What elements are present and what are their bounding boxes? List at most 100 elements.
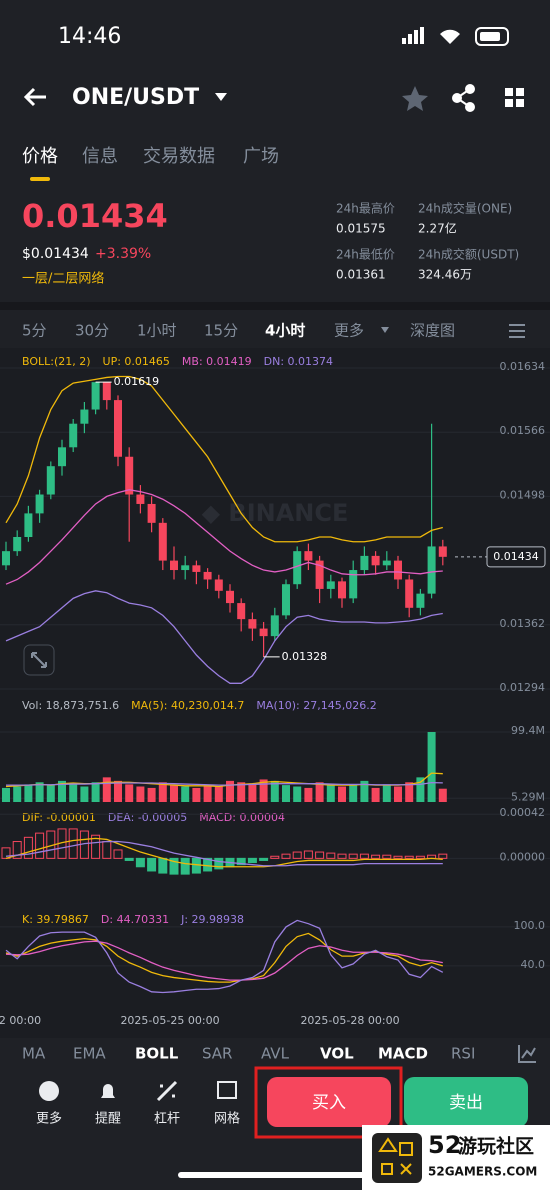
tab[interactable]: 广场 xyxy=(243,146,279,167)
candle-body xyxy=(181,565,190,571)
watermark-logo: ◆ BINANCE xyxy=(202,499,349,527)
indicator[interactable]: MA xyxy=(22,1045,46,1063)
y-tick-label: 5.29M xyxy=(511,790,545,803)
volume-bar xyxy=(270,780,279,802)
margin-icon[interactable] xyxy=(156,1080,178,1102)
interval[interactable]: 5分 xyxy=(22,322,47,340)
sell-label[interactable]: 卖出 xyxy=(449,1093,483,1113)
volume-bar xyxy=(304,787,313,802)
indicator[interactable]: AVL xyxy=(261,1045,290,1063)
share[interactable] xyxy=(452,84,475,112)
chart-settings[interactable] xyxy=(509,324,525,338)
volume-bar xyxy=(192,787,201,802)
buy-label[interactable]: 买入 xyxy=(312,1093,346,1113)
tab-indicator xyxy=(30,177,50,181)
macd-bar xyxy=(68,828,78,859)
stat-value: 0.01575 xyxy=(336,222,386,236)
volume-bar xyxy=(282,785,290,802)
volume-bar xyxy=(326,783,335,802)
indicator-line xyxy=(5,375,443,543)
indicator[interactable]: MACD xyxy=(378,1045,428,1063)
candle-body xyxy=(438,546,447,557)
volume-bar xyxy=(24,784,33,802)
action-label[interactable]: 更多 xyxy=(36,1111,62,1127)
more-icon[interactable] xyxy=(39,1081,59,1101)
action-label[interactable]: 提醒 xyxy=(95,1111,121,1127)
volume-bar xyxy=(69,783,78,802)
watermark-icon xyxy=(372,1133,422,1183)
y-tick-label: 99.4M xyxy=(511,724,545,737)
stat-value: 2.27亿 xyxy=(418,221,457,236)
indicator[interactable]: SAR xyxy=(202,1045,232,1063)
alert-icon[interactable] xyxy=(101,1084,115,1098)
candle-body xyxy=(248,619,257,629)
volume-bar xyxy=(58,780,66,802)
interval[interactable]: 深度图 xyxy=(410,322,455,340)
y-tick-label: 0.01498 xyxy=(500,488,546,501)
sector-tag[interactable]: 一层/二层网络 xyxy=(22,271,104,287)
macd-bar xyxy=(382,854,392,859)
indicator[interactable]: EMA xyxy=(73,1045,106,1063)
pair-dropdown[interactable] xyxy=(215,93,227,101)
legend-entry: MB: 0.01419 xyxy=(182,355,252,368)
volume-bar xyxy=(438,788,447,802)
interval[interactable]: 更多 xyxy=(334,322,364,340)
low-label: 0.01328 xyxy=(282,650,328,663)
indicator[interactable]: VOL xyxy=(320,1045,354,1063)
interval[interactable]: 1小时 xyxy=(137,322,177,340)
candle-body xyxy=(158,522,167,561)
indicator-line xyxy=(5,590,443,684)
indicator-line xyxy=(6,781,443,786)
x-tick-label: 2025-05-28 00:00 xyxy=(300,1014,399,1027)
layout-menu[interactable] xyxy=(505,88,524,107)
fullscreen[interactable] xyxy=(23,644,55,676)
indicator[interactable]: BOLL xyxy=(135,1045,179,1063)
macd-bar xyxy=(91,834,101,859)
legend-entry: BOLL:(21, 2) xyxy=(22,355,91,368)
more-dropdown xyxy=(381,327,389,333)
interval[interactable]: 30分 xyxy=(75,322,109,340)
tab[interactable]: 交易数据 xyxy=(143,146,215,167)
candle-body xyxy=(214,579,223,591)
volume-bar xyxy=(293,786,302,802)
candle-body xyxy=(91,382,100,410)
last-price-box xyxy=(486,546,546,568)
volume-bar xyxy=(237,782,246,802)
tab[interactable]: 信息 xyxy=(82,146,118,167)
action-label[interactable]: 杠杆 xyxy=(154,1111,180,1127)
tab[interactable]: 价格 xyxy=(22,146,58,167)
volume-bar xyxy=(427,732,436,802)
indicator-line xyxy=(5,919,444,994)
back-button[interactable] xyxy=(23,87,46,107)
interval[interactable]: 15分 xyxy=(204,322,238,340)
indicator[interactable]: RSI xyxy=(451,1045,475,1063)
macd-bar xyxy=(348,853,358,859)
macd-bar xyxy=(259,857,269,861)
high-label: 0.01619 xyxy=(114,375,160,388)
macd-bar xyxy=(214,857,224,870)
candle-body xyxy=(69,423,78,448)
y-tick-label: 0.00000 xyxy=(500,850,546,863)
interval[interactable]: 4小时 xyxy=(265,322,305,340)
volume-bar xyxy=(338,786,346,802)
pair-title[interactable]: ONE/USDT xyxy=(72,85,199,110)
buy-button[interactable] xyxy=(267,1077,391,1127)
macd-bar xyxy=(203,857,213,872)
macd-bar xyxy=(169,857,179,875)
stat-label: 24h最低价 xyxy=(336,248,395,262)
grid-icon[interactable] xyxy=(217,1081,237,1099)
y-tick-label: 100.0 xyxy=(514,919,546,932)
candle-body xyxy=(58,447,66,467)
sell-button[interactable] xyxy=(404,1077,528,1127)
volume-bar xyxy=(416,777,425,802)
y-tick-label: 0.01566 xyxy=(500,424,546,437)
favorite[interactable] xyxy=(402,86,428,111)
legend-entry: J: 29.98938 xyxy=(180,913,244,926)
volume-bar xyxy=(170,785,178,802)
action-label[interactable]: 网格 xyxy=(214,1111,240,1127)
macd-bar xyxy=(35,832,45,859)
legend-entry: MA(5): 40,230,014.7 xyxy=(131,699,244,712)
macd-bar xyxy=(371,854,381,859)
indicator-settings[interactable] xyxy=(518,1045,536,1063)
volume-bar xyxy=(46,785,55,802)
